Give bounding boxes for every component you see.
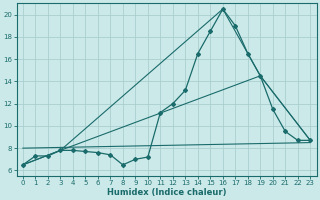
X-axis label: Humidex (Indice chaleur): Humidex (Indice chaleur)	[107, 188, 226, 197]
